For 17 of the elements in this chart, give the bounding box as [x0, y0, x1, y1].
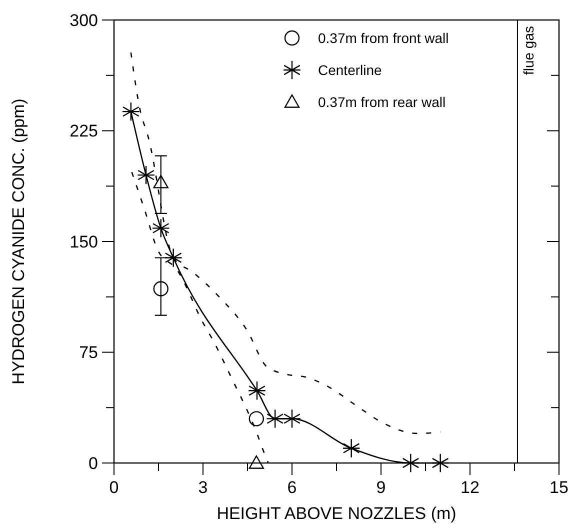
legend-label: 0.37m from rear wall: [318, 94, 446, 110]
x-tick-label: 0: [109, 478, 119, 497]
y-tick-label: 225: [70, 122, 98, 141]
x-tick-label: 3: [198, 478, 208, 497]
x-tick-label: 9: [376, 478, 386, 497]
y-tick-label: 75: [79, 343, 98, 362]
y-tick-label: 300: [70, 10, 98, 30]
y-tick-label: 0: [88, 454, 98, 473]
x-axis-title: HEIGHT ABOVE NOZZLES (m): [216, 504, 456, 523]
x-tick-label: 15: [550, 478, 568, 497]
y-axis-title: HYDROGEN CYANIDE CONC. (ppm): [9, 98, 28, 384]
ref-line-label: flue gas: [520, 26, 536, 76]
legend-label: Centerline: [318, 62, 382, 78]
x-tick-label: 12: [460, 478, 480, 497]
legend-label: 0.37m from front wall: [318, 30, 449, 46]
y-tick-label: 150: [70, 232, 98, 252]
x-tick-label: 6: [287, 478, 297, 497]
